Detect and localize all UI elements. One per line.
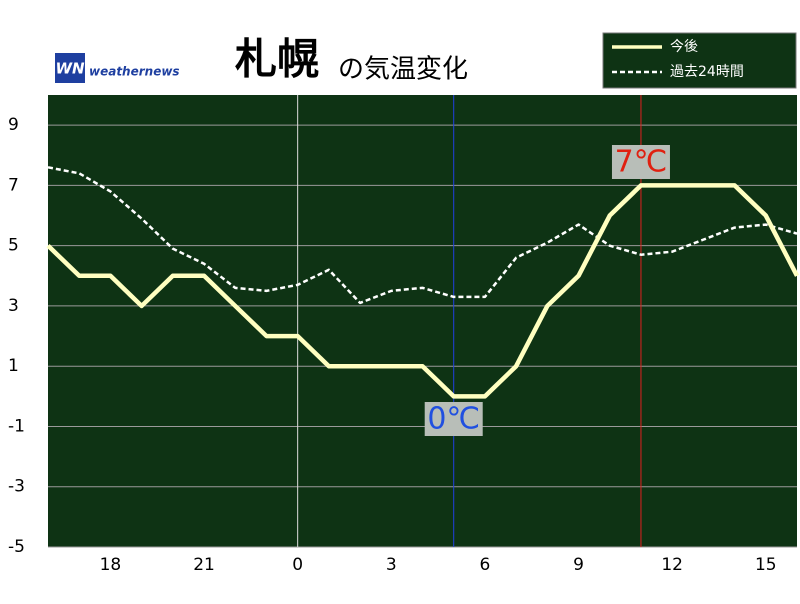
chart-title: 札幌 <box>235 35 319 84</box>
x-tick-label: 21 <box>193 555 215 575</box>
x-tick-label: 9 <box>573 555 584 575</box>
x-tick-label: 15 <box>755 555 777 575</box>
plot-area <box>48 95 797 547</box>
y-tick-label: -1 <box>8 416 25 436</box>
logo-mark: WN <box>55 60 85 78</box>
y-tick-label: 7 <box>8 175 19 195</box>
x-tick-label: 0 <box>292 555 303 575</box>
logo-text: weathernews <box>89 65 180 79</box>
logo-box <box>55 53 85 83</box>
y-tick-label: 1 <box>8 356 19 376</box>
max-label: 7℃ <box>615 145 668 180</box>
y-tick-label: 5 <box>8 236 19 256</box>
legend <box>602 32 797 89</box>
series-line <box>46 183 799 399</box>
max-label-box <box>611 145 670 179</box>
y-tick-label: 9 <box>8 115 19 135</box>
x-tick-label: 18 <box>100 555 122 575</box>
y-tick-label: -3 <box>8 477 25 497</box>
x-tick-label: 3 <box>386 555 397 575</box>
y-tick-label: -5 <box>8 537 25 557</box>
y-tick-label: 3 <box>8 296 19 316</box>
series-line <box>47 166 798 305</box>
legend-label: 過去24時間 <box>670 64 744 80</box>
x-tick-label: 12 <box>661 555 683 575</box>
min-label-box <box>424 402 483 436</box>
chart-subtitle: の気温変化 <box>338 55 468 85</box>
legend-label: 今後 <box>670 39 698 55</box>
min-label: 0℃ <box>427 402 480 437</box>
x-tick-label: 6 <box>480 555 491 575</box>
